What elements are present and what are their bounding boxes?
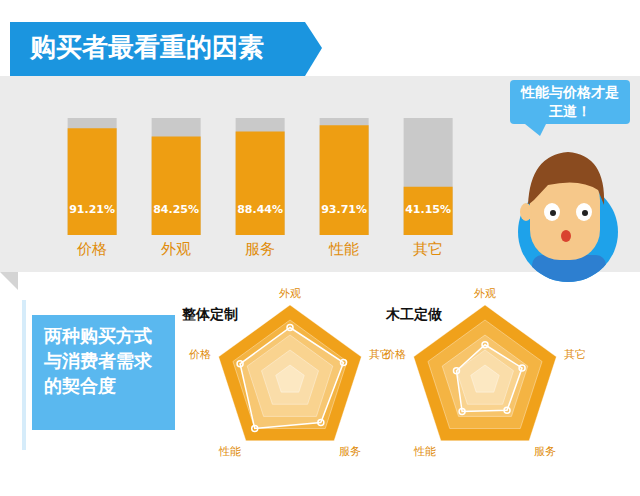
svg-text:84.25%: 84.25% (153, 203, 199, 216)
svg-text:服务: 服务 (245, 240, 275, 258)
html-text:购买者最看重的因素: 购买者最看重的因素 (30, 32, 264, 62)
svg-text:91.21%: 91.21% (69, 203, 115, 216)
svg-text:价格: 价格 (188, 348, 211, 361)
svg-text:外观: 外观 (474, 287, 496, 300)
svg-text:其它: 其它 (368, 348, 391, 362)
svg-text:41.15%: 41.15% (405, 203, 451, 216)
svg-text:88.44%: 88.44% (237, 203, 283, 216)
svg-text:价格: 价格 (76, 240, 107, 258)
svg-text:服务: 服务 (339, 445, 361, 458)
svg-text:性能: 性能 (413, 445, 436, 458)
svg-text:外观: 外观 (279, 287, 301, 300)
html-text:木工定做: 木工定做 (386, 306, 442, 322)
html-text:整体定制: 整体定制 (182, 306, 238, 322)
html-text:性能与价格才是王道！: 性能与价格才是王道！ (521, 84, 619, 119)
svg-text:外观: 外观 (161, 240, 191, 258)
svg-text:服务: 服务 (534, 445, 556, 458)
svg-text:性能: 性能 (328, 240, 359, 258)
html-text:两种购买方式与消费者需求的契合度: 两种购买方式与消费者需求的契合度 (44, 325, 152, 396)
svg-text:性能: 性能 (218, 445, 241, 458)
svg-text:其它: 其它 (564, 348, 586, 361)
svg-text:其它: 其它 (413, 240, 443, 258)
svg-text:93.71%: 93.71% (321, 203, 367, 216)
svg-text:价格: 价格 (383, 348, 406, 361)
